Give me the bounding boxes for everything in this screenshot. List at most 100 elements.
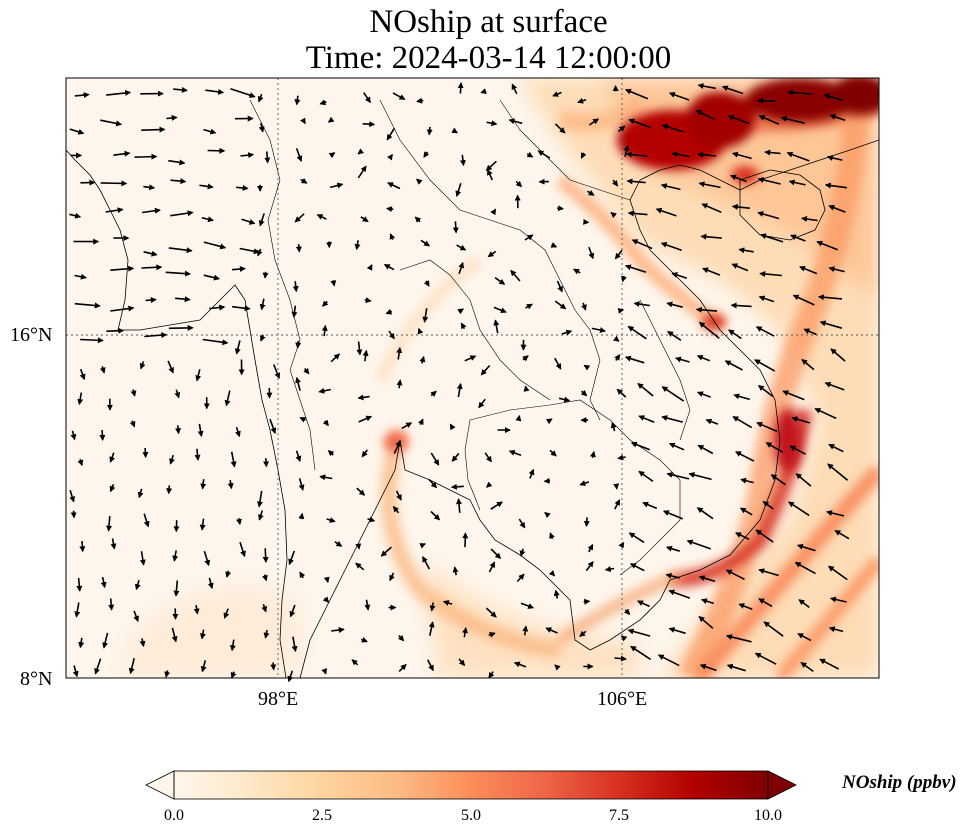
- wind-arrow: [334, 540, 343, 547]
- wind-arrow: [803, 328, 817, 336]
- wind-arrow: [696, 354, 710, 362]
- wind-arrow: [698, 575, 716, 583]
- wind-arrow: [326, 517, 336, 523]
- colorbar-tick-2: 5.0: [461, 807, 481, 824]
- wind-arrow: [668, 442, 685, 451]
- wind-arrow: [164, 670, 171, 678]
- wind-arrow: [828, 266, 845, 273]
- wind-arrow: [485, 607, 497, 618]
- wind-arrow: [356, 341, 363, 356]
- wind-arrow: [322, 300, 329, 307]
- wind-arrow: [423, 280, 430, 287]
- wind-arrow: [790, 234, 806, 242]
- wind-arrow: [362, 121, 376, 128]
- wind-arrow: [263, 629, 270, 639]
- wind-arrow: [789, 445, 806, 455]
- wind-arrow: [731, 151, 752, 160]
- wind-arrow: [235, 426, 241, 438]
- wind-arrow: [757, 211, 780, 220]
- wind-arrow: [613, 483, 620, 490]
- wind-arrow: [69, 490, 76, 503]
- wind-arrow: [545, 627, 558, 634]
- colorbar-tick-3: 7.5: [609, 807, 629, 824]
- wind-arrow: [77, 459, 84, 467]
- wind-arrow: [106, 516, 112, 532]
- wind-arrow: [294, 95, 301, 106]
- wind-arrow: [456, 244, 467, 251]
- wind-arrow: [660, 183, 681, 191]
- wind-arrow: [591, 327, 606, 333]
- wind-arrow: [637, 382, 654, 397]
- wind-arrow: [524, 234, 534, 241]
- wind-arrow: [480, 88, 487, 94]
- wind-arrow: [478, 398, 486, 409]
- wind-arrow: [225, 570, 232, 578]
- wind-arrow: [801, 358, 815, 371]
- wind-arrow: [782, 390, 805, 401]
- wind-arrow: [792, 294, 815, 306]
- wind-arrow: [665, 572, 680, 579]
- wind-arrow: [585, 560, 594, 572]
- wind-arrow: [362, 349, 369, 362]
- wind-arrow: [668, 627, 686, 635]
- wind-arrow: [516, 573, 525, 583]
- wind-arrow: [110, 538, 117, 550]
- wind-arrow: [623, 608, 631, 616]
- wind-arrow: [613, 335, 620, 342]
- wind-arrow: [617, 454, 626, 461]
- colorbar-gradient: [174, 771, 768, 799]
- wind-arrow: [295, 148, 303, 162]
- wind-arrow: [755, 529, 774, 543]
- wind-arrow: [587, 543, 594, 553]
- wind-arrow: [331, 627, 345, 633]
- wind-arrow: [758, 598, 773, 608]
- wind-arrow: [488, 631, 496, 638]
- wind-arrow: [508, 118, 523, 125]
- wind-arrow: [554, 300, 567, 310]
- wind-arrow: [430, 510, 441, 521]
- lat-label-8N: 8°N: [20, 668, 53, 690]
- wind-arrow: [580, 152, 587, 159]
- wind-arrow: [612, 179, 619, 187]
- wind-arrow: [262, 271, 269, 279]
- wind-arrow: [257, 93, 264, 103]
- wind-arrow: [828, 626, 844, 633]
- wind-arrow: [354, 240, 361, 251]
- wind-arrow: [823, 93, 843, 101]
- wind-arrow: [614, 499, 621, 510]
- wind-arrow: [300, 177, 308, 184]
- wind-arrow: [263, 458, 270, 468]
- wind-arrow: [99, 366, 106, 374]
- wind-arrow: [227, 479, 234, 490]
- wind-arrow: [143, 184, 156, 191]
- wind-arrow: [727, 114, 750, 125]
- wind-arrow: [426, 659, 434, 672]
- wind-arrow: [780, 115, 805, 124]
- wind-arrow: [758, 115, 780, 125]
- wind-arrow: [262, 574, 268, 582]
- wind-arrow: [74, 273, 87, 280]
- wind-arrow: [520, 602, 535, 609]
- wind-arrow: [294, 213, 305, 223]
- wind-arrow: [452, 221, 459, 234]
- wind-arrow: [173, 86, 188, 93]
- wind-arrow: [488, 561, 496, 573]
- wind-arrow: [232, 305, 251, 312]
- wind-arrow: [661, 123, 684, 133]
- wind-arrow: [620, 635, 628, 642]
- wind-arrow: [739, 507, 753, 516]
- wind-arrow: [361, 636, 368, 643]
- wind-arrow: [671, 272, 688, 280]
- wind-arrow: [199, 183, 214, 190]
- wind-arrow: [668, 91, 690, 101]
- wind-arrow: [577, 97, 587, 104]
- wind-arrow: [457, 308, 465, 315]
- wind-arrow: [330, 353, 341, 363]
- wind-arrow: [660, 242, 682, 251]
- wind-arrow: [261, 604, 268, 613]
- wind-arrow: [515, 414, 522, 422]
- wind-arrow: [203, 128, 217, 135]
- wind-arrow: [419, 543, 427, 549]
- wind-arrow: [738, 603, 753, 610]
- wind-arrow: [588, 118, 600, 126]
